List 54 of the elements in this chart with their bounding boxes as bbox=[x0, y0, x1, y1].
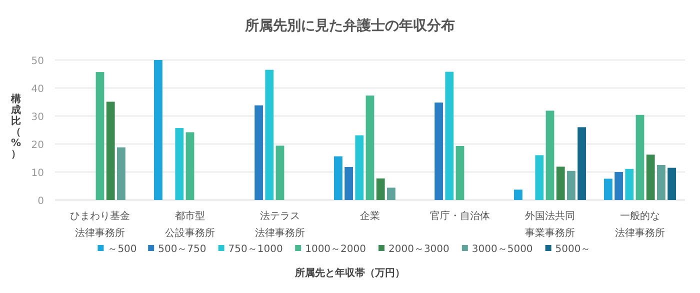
y-tick-label: 30 bbox=[31, 112, 44, 123]
bar bbox=[106, 102, 115, 200]
bar bbox=[276, 146, 284, 200]
legend-label: 500～750 bbox=[158, 244, 206, 255]
bar bbox=[387, 188, 396, 200]
y-tick-label: 40 bbox=[31, 84, 44, 95]
y-tick-label: 20 bbox=[31, 140, 44, 151]
x-tick-label: 法テラス法律事務所 bbox=[255, 210, 305, 239]
bar bbox=[186, 132, 194, 200]
y-tick-label: 50 bbox=[31, 56, 44, 67]
bar bbox=[344, 166, 353, 200]
legend-label: 1000～2000 bbox=[305, 244, 366, 255]
bar bbox=[567, 170, 576, 200]
x-tick-label: 官庁・自治体 bbox=[430, 210, 490, 222]
bar bbox=[556, 166, 565, 200]
bar bbox=[668, 168, 676, 200]
bar bbox=[366, 96, 374, 200]
legend-label: 2000～3000 bbox=[388, 244, 450, 255]
x-tick-label: 一般的な法律事務所 bbox=[615, 211, 665, 239]
bar bbox=[614, 172, 623, 200]
bar bbox=[265, 70, 274, 200]
bar bbox=[445, 72, 454, 200]
bar bbox=[636, 114, 644, 200]
bar bbox=[376, 178, 385, 200]
legend-label: 750～1000 bbox=[228, 244, 283, 255]
bar bbox=[154, 60, 162, 200]
bar bbox=[334, 156, 342, 200]
bar bbox=[96, 72, 104, 200]
bar bbox=[175, 128, 184, 200]
bar bbox=[456, 146, 464, 200]
bar bbox=[578, 127, 586, 200]
x-tick-label: 企業 bbox=[360, 210, 380, 222]
bar bbox=[254, 105, 263, 200]
legend-label: 5000～ bbox=[555, 244, 591, 255]
x-tick-label: 都市型公設事務所 bbox=[165, 210, 215, 239]
bar bbox=[646, 154, 655, 200]
bar bbox=[625, 168, 634, 200]
bar bbox=[434, 102, 443, 200]
bar bbox=[604, 178, 612, 200]
y-tick-label: 10 bbox=[31, 168, 44, 179]
bar bbox=[546, 110, 554, 200]
bar bbox=[514, 190, 522, 200]
y-tick-label: 0 bbox=[38, 196, 44, 207]
x-tick-label: ひまわり基金法律事務所 bbox=[70, 210, 130, 239]
legend-label: ～500 bbox=[108, 244, 137, 255]
x-tick-label: 外国法共同事業事務所 bbox=[525, 210, 575, 239]
chart-title: 所属先別に見た弁護士の年収分布 bbox=[244, 17, 455, 34]
bar bbox=[355, 135, 364, 200]
y-axis-title: 構成比（%） bbox=[10, 93, 22, 160]
legend-label: 3000～5000 bbox=[472, 244, 533, 255]
bar bbox=[657, 165, 666, 200]
bar bbox=[117, 147, 126, 200]
bar bbox=[535, 155, 544, 200]
x-axis-title: 所属先と年収帯（万円） bbox=[294, 267, 405, 279]
